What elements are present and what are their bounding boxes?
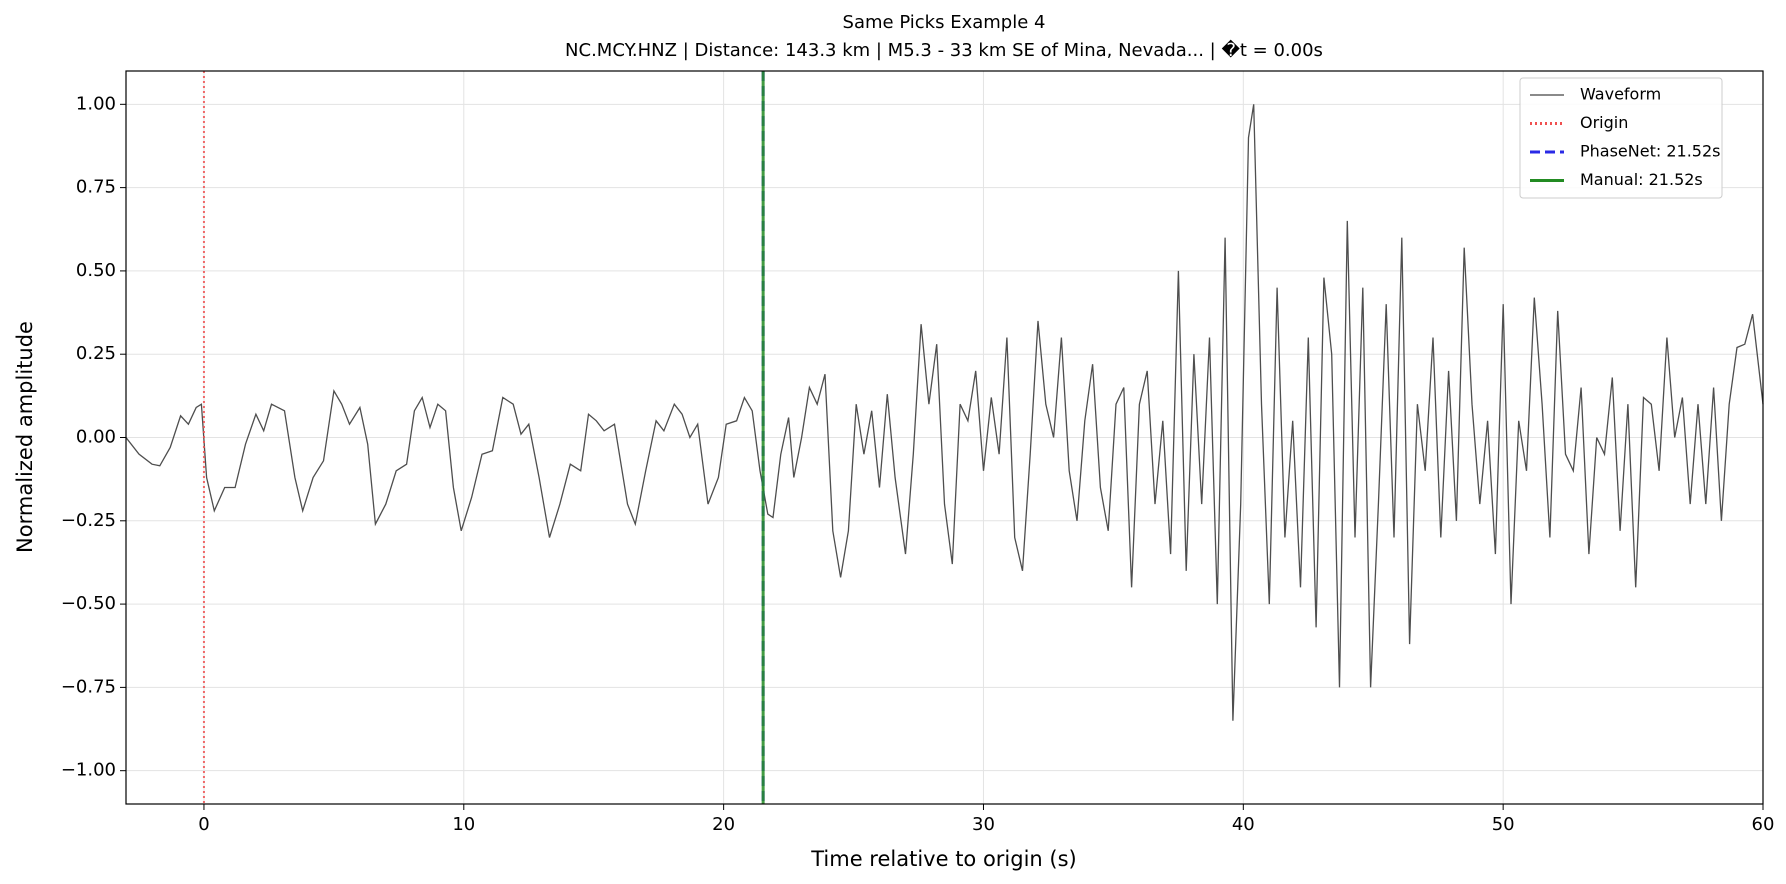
y-tick-label: −0.50 (61, 593, 116, 614)
legend: Waveform Origin PhaseNet: 21.52s Manual: 21… (1519, 77, 1723, 199)
x-tick-label: 50 (1492, 814, 1515, 835)
x-axis-label: Time relative to origin (s) (810, 847, 1077, 871)
y-tick-label: 0.00 (76, 427, 116, 448)
y-tick-label: −0.25 (61, 510, 116, 531)
y-tick-label: −0.75 (61, 676, 116, 697)
legend-box (1519, 77, 1723, 199)
x-tick-label: 30 (972, 814, 995, 835)
y-tick-label: −1.00 (61, 760, 116, 781)
plot-frame (125, 70, 1764, 805)
y-axis-label: Normalized amplitude (13, 321, 37, 553)
legend-label: Waveform (1580, 85, 1661, 104)
y-tick-label: 1.00 (76, 93, 116, 114)
legend-label: Origin (1580, 113, 1628, 132)
y-tick-label: 0.50 (76, 260, 116, 281)
chart-subtitle: NC.MCY.HNZ | Distance: 143.3 km | M5.3 -… (565, 39, 1323, 61)
x-tick-label: 40 (1232, 814, 1255, 835)
legend-label: PhaseNet: 21.52s (1580, 142, 1720, 161)
y-tick-label: 0.25 (76, 343, 116, 364)
y-tick-label: 0.75 (76, 177, 116, 198)
legend-label: Manual: 21.52s (1580, 170, 1703, 189)
waveform-line (125, 104, 1764, 721)
x-tick-label: 0 (198, 814, 209, 835)
x-tick-label: 60 (1752, 814, 1775, 835)
chart-title: Same Picks Example 4 (843, 12, 1046, 33)
x-tick-label: 10 (452, 814, 475, 835)
x-tick-label: 20 (712, 814, 735, 835)
